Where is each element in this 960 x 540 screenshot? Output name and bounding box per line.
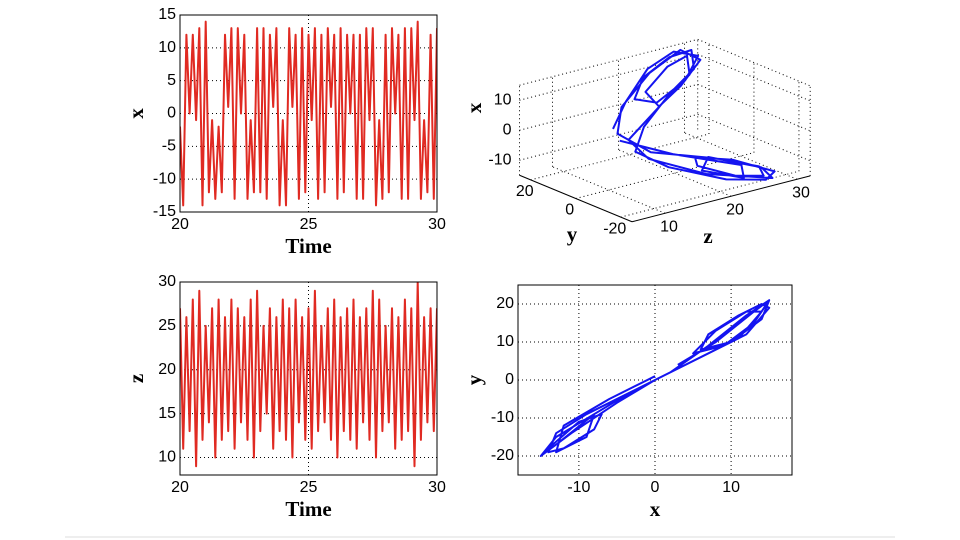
grid-line (519, 83, 698, 131)
z-tick-label: 10 (660, 218, 678, 235)
y-tick-label: 10 (158, 39, 176, 56)
data-line (612, 48, 776, 181)
y-tick-label: 30 (158, 273, 176, 290)
grid-line (575, 152, 755, 199)
z-tick-label: 20 (726, 201, 744, 218)
y-tick-label: -10 (491, 409, 514, 426)
z-axis-label: z (703, 224, 712, 248)
y-axis-label: z (124, 374, 148, 383)
x-tick-label: -10 (488, 151, 511, 168)
box-edge (697, 38, 811, 87)
x-tick-label: 25 (300, 479, 318, 496)
grid-line (684, 132, 798, 180)
y-tick-label: 20 (158, 361, 176, 378)
y-axis-label: y (567, 222, 578, 246)
grid-line (697, 113, 811, 162)
y-tick-label: 15 (158, 6, 176, 23)
x-tick-label: 25 (300, 216, 318, 233)
box-edge (519, 38, 698, 86)
grid-line (519, 113, 698, 161)
axis-line (519, 174, 633, 223)
x-tick-label: 30 (428, 216, 446, 233)
y-tick-label: 20 (516, 183, 534, 200)
y-tick-label: 10 (158, 449, 176, 466)
data-line (539, 299, 771, 457)
data-line (180, 20, 437, 207)
y-tick-label: -15 (153, 203, 176, 220)
x-tick-label: 20 (171, 479, 189, 496)
y-tick-label: -5 (162, 138, 176, 155)
y-tick-label: 0 (505, 371, 514, 388)
axis-line (631, 175, 811, 223)
y-tick-label: 15 (158, 405, 176, 422)
y-tick-label: -20 (491, 447, 514, 464)
plot-frame (179, 281, 438, 476)
data-line (180, 282, 437, 468)
x-tick-label: 0 (651, 479, 660, 496)
plot-frame (179, 14, 438, 213)
z-tick-label: 30 (792, 184, 810, 201)
y-axis-label: x (124, 108, 148, 119)
grid-line (618, 149, 732, 197)
x-axis-label: Time (285, 497, 331, 521)
plot-frame (517, 284, 793, 476)
grid-line (552, 166, 666, 214)
y-tick-label: 20 (496, 295, 514, 312)
x-tick-label: 20 (171, 216, 189, 233)
grid-line (697, 53, 811, 102)
x-tick-label: 10 (722, 479, 740, 496)
x-axis-label: x (650, 497, 661, 521)
grid-line (620, 170, 800, 218)
y-tick-label: 0 (167, 105, 176, 122)
x-axis-label: x (462, 102, 486, 113)
x-tick-label: -10 (567, 479, 590, 496)
y-tick-label: 10 (496, 333, 514, 350)
y-tick-label: 25 (158, 317, 176, 334)
grid-line (519, 53, 698, 101)
x-tick-label: 30 (428, 479, 446, 496)
x-tick-label: 0 (503, 121, 512, 138)
y-tick-label: 0 (565, 202, 574, 219)
grid-line (530, 133, 710, 181)
y-tick-label: -20 (603, 220, 626, 237)
y-tick-label: 5 (167, 72, 176, 89)
x-tick-label: 10 (494, 91, 512, 108)
x-axis-label: Time (285, 234, 331, 258)
y-tick-label: -10 (153, 170, 176, 187)
y-axis-label: y (462, 374, 486, 385)
